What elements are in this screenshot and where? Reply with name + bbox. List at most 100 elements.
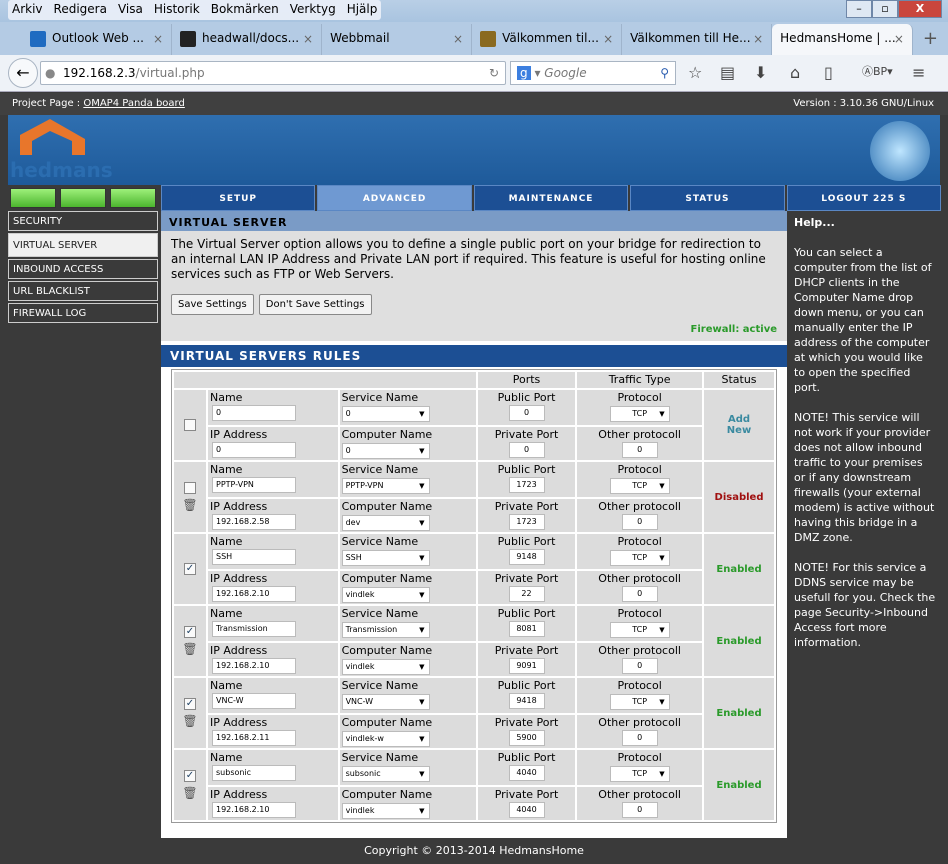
bookmark-star-icon[interactable]: ☆ <box>688 63 703 82</box>
browser-tab[interactable]: headwall/docs... × <box>172 24 323 56</box>
menu-3[interactable]: Historik <box>153 2 200 16</box>
trash-icon[interactable]: 🗑 <box>182 714 198 728</box>
service-select[interactable]: PPTP-VPN <box>341 478 430 494</box>
menu-hamburger-icon[interactable]: ≡ <box>912 63 926 82</box>
sidebar-item[interactable]: URL BLACKLIST <box>8 281 158 301</box>
other-input[interactable]: 0 <box>621 802 658 818</box>
rule-checkbox[interactable]: ✓ <box>184 770 196 782</box>
computer-select[interactable]: vindlek <box>341 587 430 603</box>
other-input[interactable]: 0 <box>621 442 658 458</box>
private-input[interactable]: 0 <box>508 442 545 458</box>
project-link[interactable]: OMAP4 Panda board <box>83 98 185 109</box>
rule-checkbox[interactable] <box>184 482 196 494</box>
name-input[interactable]: subsonic <box>212 765 296 781</box>
service-select[interactable]: VNC-W <box>341 694 430 710</box>
nav-tab-setup[interactable]: SETUP <box>161 185 316 211</box>
browser-tab[interactable]: HedmansHome | ... × <box>772 24 913 56</box>
trash-icon[interactable]: 🗑 <box>182 498 198 512</box>
search-input[interactable]: g ▾ Google ⚲ <box>510 61 676 85</box>
public-input[interactable]: 4040 <box>508 765 545 781</box>
computer-select[interactable]: vindlek-w <box>341 731 430 747</box>
ip-input[interactable]: 0 <box>212 442 296 458</box>
protocol-select[interactable]: TCP <box>609 406 670 422</box>
search-icon[interactable]: ⚲ <box>660 66 669 80</box>
browser-tab[interactable]: Välkommen till He... × <box>622 24 773 56</box>
rule-checkbox[interactable] <box>184 419 196 431</box>
close-window-button[interactable]: X <box>898 0 942 18</box>
notes-icon[interactable]: ▯ <box>824 63 833 82</box>
sidebar-item[interactable]: SECURITY <box>8 211 158 231</box>
name-input[interactable]: VNC-W <box>212 693 296 709</box>
name-input[interactable]: SSH <box>212 549 296 565</box>
service-select[interactable]: subsonic <box>341 766 430 782</box>
dont-save-settings-button[interactable]: Don't Save Settings <box>258 294 372 315</box>
private-input[interactable]: 5900 <box>508 730 545 746</box>
minimize-button[interactable]: – <box>846 0 872 18</box>
menu-1[interactable]: Redigera <box>53 2 107 16</box>
other-input[interactable]: 0 <box>621 730 658 746</box>
menu-0[interactable]: Arkiv <box>12 2 43 16</box>
save-settings-button[interactable]: Save Settings <box>171 294 254 315</box>
nav-tab-logout[interactable]: LOGOUT 225 S <box>786 185 942 211</box>
name-input[interactable]: 0 <box>212 405 296 421</box>
ip-input[interactable]: 192.168.2.11 <box>212 730 296 746</box>
rule-checkbox[interactable]: ✓ <box>184 563 196 575</box>
close-tab-icon[interactable]: × <box>753 32 764 46</box>
rule-checkbox[interactable]: ✓ <box>184 698 196 710</box>
protocol-select[interactable]: TCP <box>609 478 670 494</box>
private-input[interactable]: 22 <box>508 586 545 602</box>
public-input[interactable]: 9148 <box>508 549 545 565</box>
computer-select[interactable]: vindlek <box>341 803 430 819</box>
protocol-select[interactable]: TCP <box>609 622 670 638</box>
ip-input[interactable]: 192.168.2.58 <box>212 514 296 530</box>
private-input[interactable]: 1723 <box>508 514 545 530</box>
url-bar[interactable]: ● 192.168.2.3/virtual.php ↻ <box>40 61 506 85</box>
close-tab-icon[interactable]: × <box>603 32 614 46</box>
home-icon[interactable]: ⌂ <box>790 63 801 82</box>
name-input[interactable]: Transmission <box>212 621 296 637</box>
computer-select[interactable]: 0 <box>341 443 430 459</box>
private-input[interactable]: 4040 <box>508 802 545 818</box>
ip-input[interactable]: 192.168.2.10 <box>212 658 296 674</box>
protocol-select[interactable]: TCP <box>609 694 670 710</box>
nav-tab-advanced[interactable]: ADVANCED <box>317 185 472 211</box>
trash-icon[interactable]: 🗑 <box>182 642 198 656</box>
close-tab-icon[interactable]: × <box>453 32 464 46</box>
new-tab-button[interactable]: + <box>922 28 938 49</box>
service-select[interactable]: SSH <box>341 550 430 566</box>
adblock-icon[interactable]: ⒶBP▾ <box>862 65 893 78</box>
close-tab-icon[interactable]: × <box>893 32 904 46</box>
menu-4[interactable]: Bokmärken <box>210 2 279 16</box>
reload-icon[interactable]: ↻ <box>488 66 499 80</box>
sidebar-item[interactable]: FIREWALL LOG <box>8 303 158 323</box>
nav-tab-maintenance[interactable]: MAINTENANCE <box>473 185 629 211</box>
menu-6[interactable]: Hjälp <box>346 2 378 16</box>
service-select[interactable]: Transmission <box>341 622 430 638</box>
ip-input[interactable]: 192.168.2.10 <box>212 802 296 818</box>
downloads-icon[interactable]: ⬇ <box>754 63 768 82</box>
status-badge[interactable]: Add New <box>704 390 774 460</box>
public-input[interactable]: 9418 <box>508 693 545 709</box>
other-input[interactable]: 0 <box>621 514 658 530</box>
reading-list-icon[interactable]: ▤ <box>720 63 736 82</box>
ip-input[interactable]: 192.168.2.10 <box>212 586 296 602</box>
nav-tab-status[interactable]: STATUS <box>630 185 785 211</box>
close-tab-icon[interactable]: × <box>152 32 164 46</box>
protocol-select[interactable]: TCP <box>609 550 670 566</box>
protocol-select[interactable]: TCP <box>609 766 670 782</box>
rule-checkbox[interactable]: ✓ <box>184 626 196 638</box>
other-input[interactable]: 0 <box>621 586 658 602</box>
back-button[interactable]: ← <box>8 58 38 88</box>
name-input[interactable]: PPTP-VPN <box>212 477 296 493</box>
trash-icon[interactable]: 🗑 <box>182 786 198 800</box>
browser-tab[interactable]: Outlook Web ... × <box>22 24 173 56</box>
public-input[interactable]: 8081 <box>508 621 545 637</box>
browser-tab[interactable]: Webbmail × <box>322 24 473 56</box>
menu-5[interactable]: Verktyg <box>289 2 336 16</box>
service-select[interactable]: 0 <box>341 406 430 422</box>
close-tab-icon[interactable]: × <box>303 32 314 46</box>
public-input[interactable]: 0 <box>508 405 545 421</box>
sidebar-item[interactable]: INBOUND ACCESS <box>8 259 158 279</box>
public-input[interactable]: 1723 <box>508 477 545 493</box>
sidebar-item[interactable]: VIRTUAL SERVER <box>8 233 158 257</box>
